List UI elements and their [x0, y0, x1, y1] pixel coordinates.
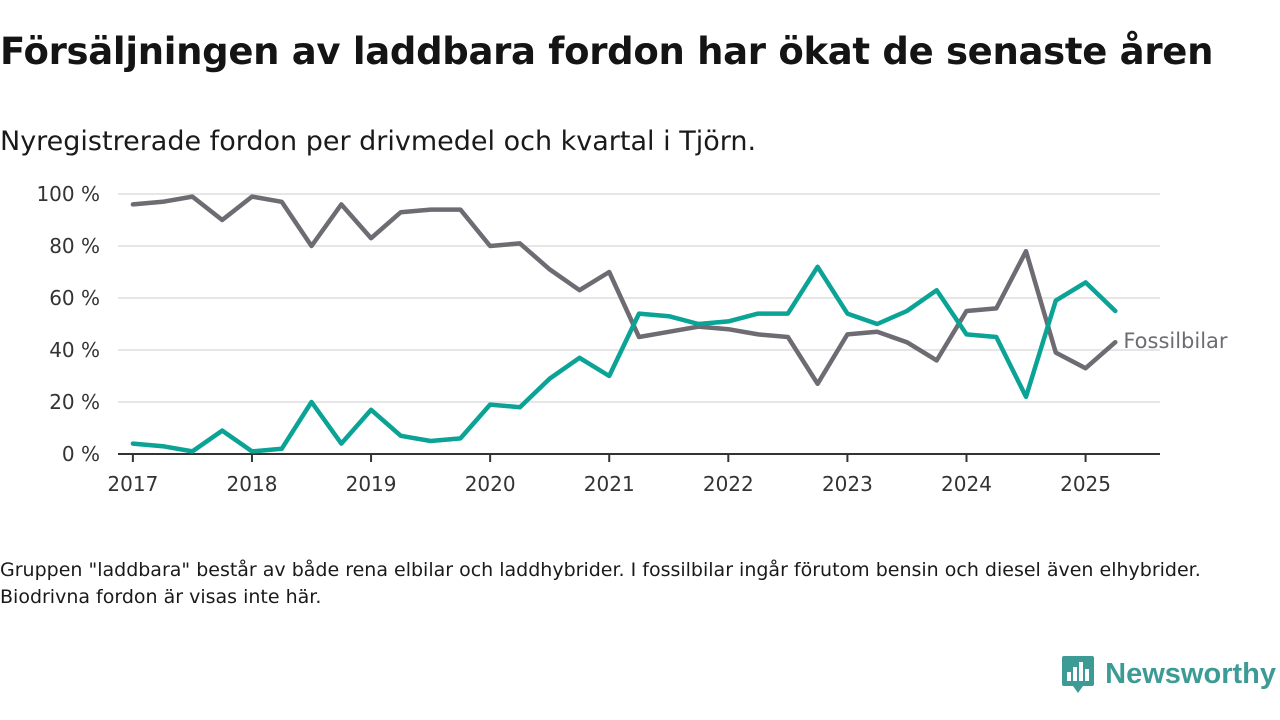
- gridlines: [118, 193, 1160, 403]
- chart-title: Försäljningen av laddbara fordon har öka…: [0, 30, 1214, 73]
- x-tick-label: 2019: [346, 472, 397, 496]
- x-tick-label: 2018: [227, 472, 278, 496]
- x-tick-label: 2024: [941, 472, 992, 496]
- series-line-1: [130, 194, 1118, 387]
- y-tick-label: 20 %: [49, 390, 100, 414]
- footnote: Gruppen "laddbara" består av både rena e…: [0, 559, 1201, 608]
- bar-chart-pin-icon: [1062, 656, 1095, 693]
- series-labels: Fossilbilar: [1123, 329, 1228, 353]
- y-tick-label: 60 %: [49, 286, 100, 310]
- series-label-1: Fossilbilar: [1123, 329, 1228, 353]
- x-tick-label: 2020: [465, 472, 516, 496]
- brand-logo: Newsworthy: [1061, 654, 1276, 694]
- series-lines: [130, 194, 1118, 454]
- y-tick-label: 100 %: [36, 182, 100, 206]
- y-axis-ticks: 0 % 20 % 40 % 60 % 80 % 100 %: [36, 182, 100, 466]
- y-tick-label: 80 %: [49, 234, 100, 258]
- chart-subtitle: Nyregistrerade fordon per drivmedel och …: [0, 126, 757, 157]
- x-axis: 2017 2018 2019 2020 2021 2022 2023 2024 2025: [107, 453, 1160, 496]
- x-tick-label: 2022: [703, 472, 754, 496]
- x-tick-label: 2025: [1060, 472, 1111, 496]
- y-tick-label: 40 %: [49, 338, 100, 362]
- line-chart: 0 % 20 % 40 % 60 % 80 % 100 % 2017 2018 2019 202…: [36, 182, 1228, 496]
- y-tick-label: 0 %: [62, 442, 100, 466]
- brand-name: Newsworthy: [1105, 657, 1276, 690]
- x-tick-label: 2021: [584, 472, 635, 496]
- series-line-2: [130, 264, 1118, 454]
- x-tick-label: 2023: [822, 472, 873, 496]
- x-tick-label: 2017: [107, 472, 158, 496]
